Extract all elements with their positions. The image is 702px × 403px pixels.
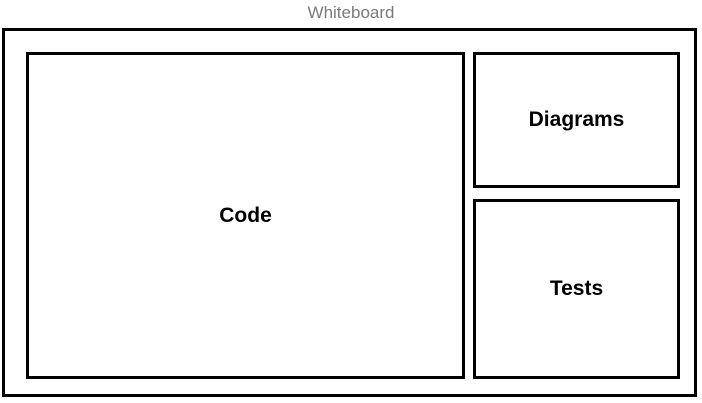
diagrams-panel-label: Diagrams — [528, 108, 625, 131]
code-panel: Code — [26, 52, 465, 379]
whiteboard-frame — [2, 28, 697, 397]
whiteboard-title: Whiteboard — [307, 3, 395, 22]
diagrams-panel: Diagrams — [473, 52, 680, 188]
code-panel-label: Code — [219, 203, 272, 227]
tests-panel-label: Tests — [549, 277, 604, 300]
tests-panel: Tests — [473, 199, 680, 379]
